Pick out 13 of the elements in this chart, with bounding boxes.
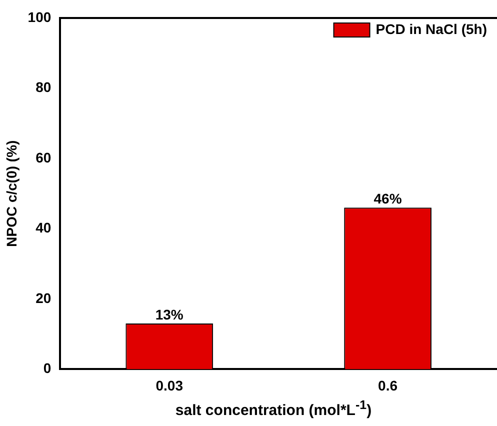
data-label: 13% (155, 306, 184, 322)
legend-label: PCD in NaCl (5h) (376, 20, 488, 37)
x-tick-label: 0.03 (156, 377, 184, 394)
y-tick-label: 60 (36, 149, 52, 166)
y-tick-label: 100 (28, 8, 52, 25)
y-tick-label: 40 (36, 220, 52, 236)
x-tick-label: 0.6 (378, 377, 398, 394)
x-axis-title: salt concentration (mol*L$^{-1}$) (174, 398, 373, 419)
y-tick-label: 0 (43, 360, 52, 376)
y-tick-label: 80 (36, 79, 52, 96)
data-label: 46% (374, 190, 402, 207)
y-axis-title: NPOC c/c(0) (%) (3, 140, 20, 247)
y-tick-label: 20 (36, 290, 52, 306)
